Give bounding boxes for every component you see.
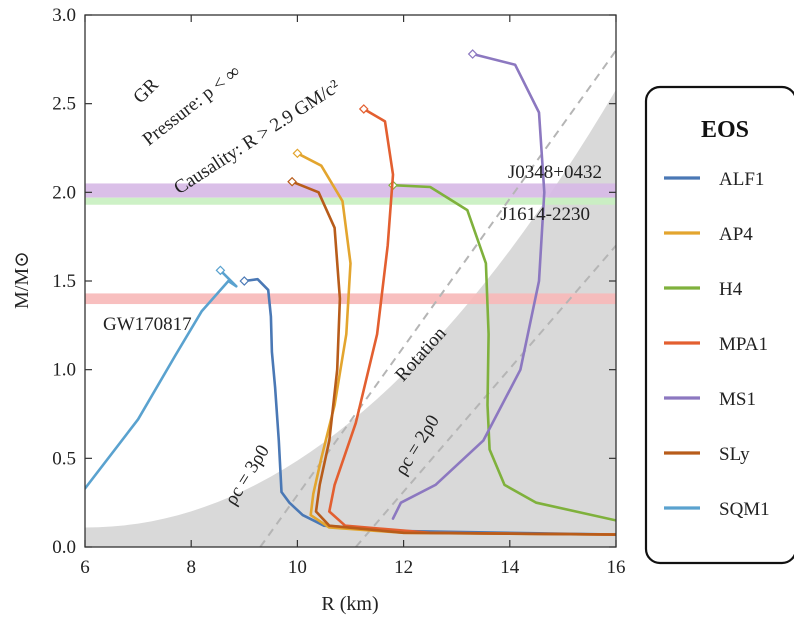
y-tick-label: 1.0 (52, 360, 76, 381)
x-tick-label: 14 (500, 557, 520, 578)
plot-area (85, 49, 616, 547)
x-tick-label: 10 (288, 557, 307, 578)
x-tick-label: 16 (607, 557, 626, 578)
y-tick-label: 1.5 (52, 271, 76, 292)
band-j1614-2230 (85, 197, 616, 205)
series-ms1 (391, 52, 546, 520)
legend-title: EOS (701, 117, 749, 143)
max-mass-marker-ms1 (467, 49, 478, 59)
band-label: J1614-2230 (500, 204, 590, 225)
series-sly (290, 180, 616, 536)
series-h4 (391, 183, 616, 522)
x-axis-label: R (km) (321, 593, 378, 615)
series-alf1 (243, 277, 616, 536)
legend-box (644, 85, 794, 565)
axes: 6 8 10 12 14 16 0.0 0.5 1.0 1.5 2.0 2.5 3.0 (52, 5, 625, 578)
legend-label: SLy (719, 444, 750, 465)
legend: EOS ALF1 AP4 H4 MPA1 MS1 SLy SQM1 (644, 85, 794, 565)
band-j0348+0432 (85, 183, 616, 198)
legend-label: ALF1 (719, 169, 764, 190)
legend-label: AP4 (719, 224, 753, 245)
y-axis-label: M/M⊙ (11, 251, 33, 309)
density-line-2 (355, 244, 616, 547)
y-tick-label: 0.0 (52, 537, 76, 558)
region-rotation (85, 89, 616, 547)
legend-label: MS1 (719, 389, 756, 410)
x-tick-label: 12 (394, 557, 413, 578)
legend-label: SQM1 (719, 499, 770, 520)
band-label: J0348+0432 (508, 162, 602, 183)
band-gw170817 (85, 293, 616, 305)
y-tick-label: 2.0 (52, 182, 76, 203)
max-mass-marker-alf1 (239, 276, 250, 286)
series-ap4 (296, 152, 616, 536)
y-tick-label: 3.0 (52, 5, 76, 26)
y-tick-label: 2.5 (52, 94, 76, 115)
max-mass-marker-sly (287, 176, 297, 187)
series-sqm1 (85, 269, 238, 490)
max-mass-marker-sqm1 (215, 265, 226, 276)
legend-label: MPA1 (719, 334, 768, 355)
x-tick-label: 6 (80, 557, 90, 578)
x-tick-label: 8 (186, 557, 196, 578)
band-label: GW170817 (103, 314, 192, 335)
max-mass-marker-mpa1 (358, 104, 369, 114)
legend-label: H4 (719, 279, 743, 300)
max-mass-marker-ap4 (292, 148, 303, 159)
series-mpa1 (328, 107, 616, 536)
legend-items: ALF1 AP4 H4 MPA1 MS1 SLy SQM1 (664, 169, 770, 520)
y-tick-label: 0.5 (52, 448, 76, 469)
